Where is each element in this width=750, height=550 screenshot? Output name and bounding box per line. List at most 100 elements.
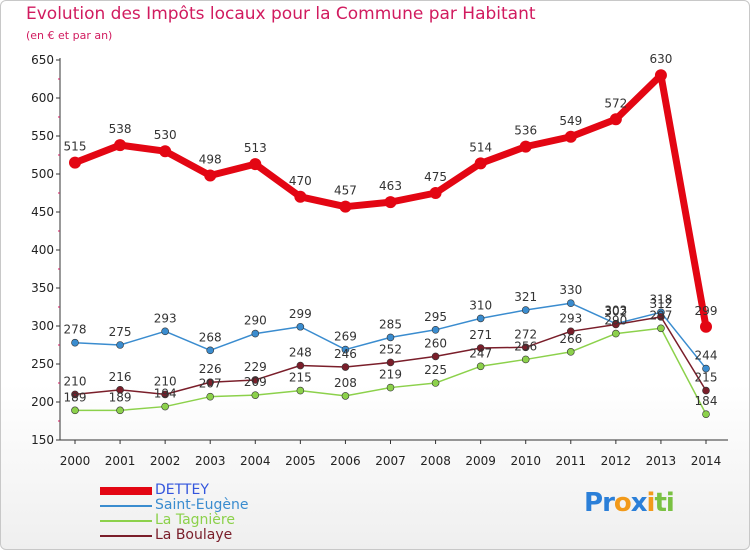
data-label: 318 <box>649 292 672 306</box>
data-point <box>476 362 485 371</box>
y-tick-label: 550 <box>31 129 54 143</box>
legend-label: La Boulaye <box>155 527 233 543</box>
data-point <box>657 324 665 333</box>
data-point <box>566 327 575 336</box>
logo-letter: t <box>654 488 666 518</box>
data-label: 312 <box>649 297 672 311</box>
data-point <box>612 320 620 329</box>
data-point <box>116 406 124 415</box>
data-point <box>206 392 215 401</box>
legend-label: La Tagnière <box>155 512 235 528</box>
data-label: 515 <box>64 140 87 154</box>
data-label: 470 <box>289 174 312 188</box>
logo-letter: i <box>646 488 656 518</box>
logo-letter: x <box>630 488 648 518</box>
data-point <box>339 200 352 213</box>
data-label: 498 <box>199 153 222 167</box>
data-label: 271 <box>469 328 492 342</box>
data-point <box>71 338 79 347</box>
data-point <box>296 361 305 370</box>
data-point <box>206 378 215 387</box>
x-tick-label: 2007 <box>375 454 406 468</box>
data-point <box>609 113 622 126</box>
y-tick-label: 300 <box>31 319 54 333</box>
data-point <box>296 322 305 331</box>
data-point <box>384 196 397 209</box>
data-point <box>657 313 665 321</box>
data-label: 321 <box>514 290 537 304</box>
data-point <box>519 140 532 153</box>
data-label: 247 <box>469 346 492 360</box>
data-label: 463 <box>379 179 402 193</box>
data-point <box>429 187 442 199</box>
data-label: 299 <box>695 304 718 318</box>
y-tick-label: 400 <box>31 243 54 257</box>
chart-title: Evolution des Impôts locaux pour la Comm… <box>26 4 536 24</box>
legend-swatch <box>100 520 152 522</box>
data-label: 189 <box>109 390 132 404</box>
data-point <box>71 390 79 399</box>
data-label: 530 <box>154 128 177 142</box>
data-label: 310 <box>469 298 492 312</box>
data-label: 457 <box>334 184 357 198</box>
data-label: 513 <box>244 141 267 155</box>
data-point <box>521 355 530 364</box>
data-label: 268 <box>199 330 222 344</box>
data-label: 208 <box>334 376 357 390</box>
data-label: 225 <box>424 363 447 377</box>
data-label: 549 <box>559 114 582 128</box>
data-point <box>474 157 487 170</box>
x-tick-label: 2001 <box>105 454 136 468</box>
data-label: 272 <box>514 327 537 341</box>
data-label: 210 <box>154 374 177 388</box>
data-label: 293 <box>559 311 582 325</box>
data-point <box>206 346 215 355</box>
x-tick-label: 2013 <box>646 454 677 468</box>
data-point <box>204 169 217 182</box>
data-label: 219 <box>379 368 402 382</box>
x-tick-label: 2009 <box>465 454 496 468</box>
y-tick-label: 200 <box>31 395 54 409</box>
data-label: 290 <box>604 314 627 328</box>
data-label: 215 <box>695 371 718 385</box>
data-label: 630 <box>649 52 672 66</box>
data-label: 330 <box>559 283 582 297</box>
data-point <box>116 386 124 394</box>
x-tick-label: 2003 <box>195 454 226 468</box>
data-label: 210 <box>64 374 87 388</box>
data-point <box>251 329 260 338</box>
logo-letter: P <box>584 488 603 518</box>
data-point <box>476 344 485 352</box>
data-point <box>702 386 710 395</box>
data-point <box>249 158 262 171</box>
x-tick-label: 2010 <box>510 454 541 468</box>
data-label: 256 <box>514 339 537 353</box>
data-label: 285 <box>379 317 402 331</box>
x-tick-label: 2012 <box>601 454 632 468</box>
data-label: 275 <box>109 325 132 339</box>
data-point <box>386 383 395 392</box>
data-point <box>431 352 440 361</box>
data-label: 536 <box>514 124 537 138</box>
data-point <box>341 392 350 400</box>
data-label: 269 <box>334 330 357 344</box>
data-point <box>521 343 530 352</box>
y-tick-label: 500 <box>31 167 54 181</box>
data-label: 215 <box>289 371 312 385</box>
data-label: 538 <box>109 122 132 136</box>
data-label: 293 <box>154 311 177 325</box>
x-tick-label: 2008 <box>420 454 451 468</box>
data-label: 229 <box>244 360 267 374</box>
data-point <box>161 327 169 336</box>
data-point <box>386 333 395 342</box>
data-label: 246 <box>334 347 357 361</box>
legend-swatch <box>100 487 152 495</box>
y-tick-label: 150 <box>31 433 54 447</box>
data-point <box>700 320 712 333</box>
data-point <box>521 306 530 314</box>
data-label: 184 <box>695 394 718 408</box>
data-point <box>161 390 169 399</box>
